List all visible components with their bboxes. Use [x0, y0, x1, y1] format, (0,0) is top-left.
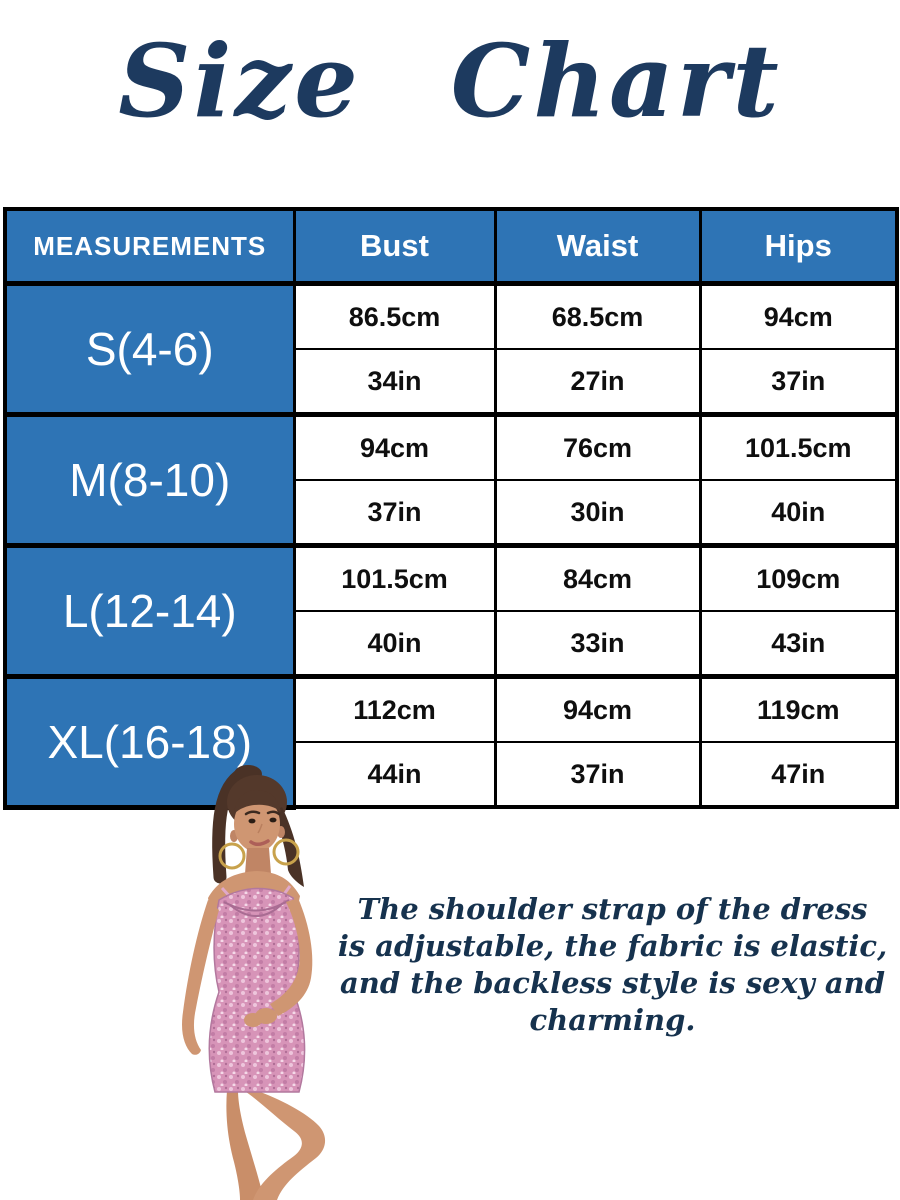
row-xl-in: 44in 37in 47in	[5, 741, 899, 808]
page-title: Size Chart	[118, 22, 782, 140]
measurement-cell: 101.5cm	[698, 412, 899, 481]
row-l-cm: L(12-14) 101.5cm 84cm 109cm	[3, 543, 899, 679]
model-face	[230, 790, 285, 852]
earrings	[218, 838, 300, 870]
row-l-in: 40in 33in 43in	[5, 610, 899, 678]
measurement-cell: 94cm	[698, 281, 899, 350]
measurement-cell: 68.5cm	[493, 281, 702, 350]
measurement-cell: 76cm	[493, 412, 702, 481]
measurement-cell: 119cm	[698, 674, 899, 743]
footer-note: The shoulder strap of the dress is adjus…	[330, 891, 895, 1039]
measurement-cell: 109cm	[698, 543, 899, 612]
measurement-cell: 84cm	[493, 543, 702, 612]
column-header-bust: Bust	[292, 208, 497, 286]
measurement-cell: 101.5cm	[292, 543, 497, 612]
size-label-m: M(8-10)	[3, 412, 296, 548]
model-dress	[208, 887, 306, 1093]
footer-note-line: and the backless style is sexy and charm…	[339, 966, 886, 1037]
measurement-cell: 47in	[698, 741, 899, 808]
measurement-cell: 43in	[698, 610, 899, 678]
column-header-hips: Hips	[698, 208, 899, 286]
column-header-waist: Waist	[493, 208, 702, 286]
model-photo	[182, 765, 326, 1200]
footer-note-line: The shoulder strap of the dress	[357, 892, 868, 926]
row-m-in: 37in 30in 40in	[5, 479, 899, 547]
measurement-cell: 27in	[493, 348, 702, 416]
row-xl-cm: XL(16-18) 112cm 94cm 119cm	[3, 674, 899, 810]
measurement-cell: 112cm	[292, 674, 497, 743]
measurement-cell: 94cm	[493, 674, 702, 743]
footer-note-line: is adjustable, the fabric is elastic,	[337, 929, 888, 963]
measurement-cell: 37in	[698, 348, 899, 416]
measurement-cell: 44in	[292, 741, 497, 808]
measurement-cell: 40in	[698, 479, 899, 547]
table-header-row: MEASUREMENTS Bust Waist Hips	[3, 208, 899, 286]
column-header-measurements: MEASUREMENTS	[3, 208, 296, 286]
size-table: MEASUREMENTS Bust Waist Hips S(4-6) 86.5…	[3, 207, 899, 810]
row-s-in: 34in 27in 37in	[5, 348, 899, 416]
size-label-l: L(12-14)	[3, 543, 296, 679]
model-arms	[182, 898, 313, 1055]
measurement-cell: 94cm	[292, 412, 497, 481]
row-m-cm: M(8-10) 94cm 76cm 101.5cm	[3, 412, 899, 548]
measurement-cell: 86.5cm	[292, 281, 497, 350]
measurement-cell: 37in	[292, 479, 497, 547]
measurement-cell: 37in	[493, 741, 702, 808]
measurement-cell: 33in	[493, 610, 702, 678]
measurement-cell: 34in	[292, 348, 497, 416]
row-s-cm: S(4-6) 86.5cm 68.5cm 94cm	[3, 281, 899, 417]
model-legs	[226, 1088, 326, 1200]
size-label-s: S(4-6)	[3, 281, 296, 417]
measurement-cell: 30in	[493, 479, 702, 547]
measurement-cell: 40in	[292, 610, 497, 678]
